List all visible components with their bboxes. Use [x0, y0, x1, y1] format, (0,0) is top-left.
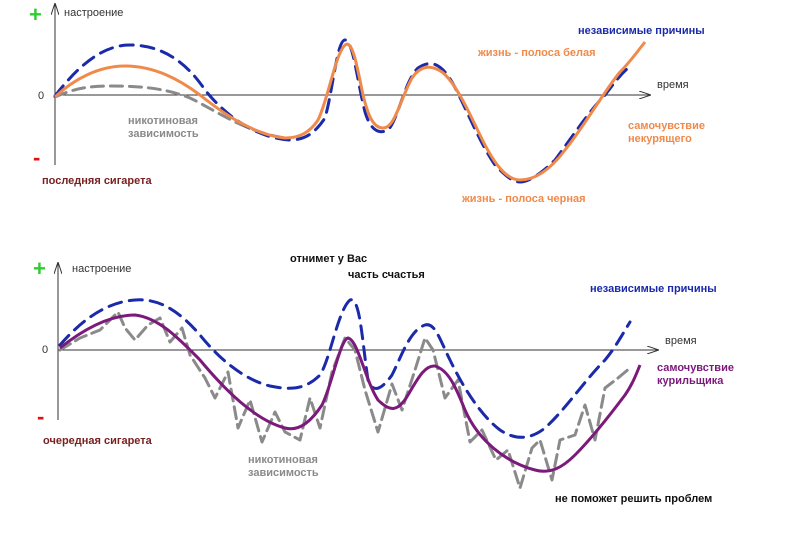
bottom-feeling-label-line1: самочувствие	[657, 362, 734, 374]
bottom-panel: + - настроение 0 время очередная сигарет…	[33, 253, 734, 505]
bottom-start-label: очередная сигарета	[43, 435, 153, 447]
top-panel: + - настроение 0 время последняя сигарет…	[29, 2, 705, 205]
top-nicotine-label-line1: никотиновая	[128, 115, 198, 127]
bottom-plus-sign: +	[33, 256, 46, 281]
bottom-y-axis-label: настроение	[72, 263, 131, 275]
top-life-white-label: жизнь - полоса белая	[477, 47, 596, 59]
top-x-axis-label: время	[657, 79, 689, 91]
bottom-independent-causes-label: независимые причины	[590, 283, 717, 295]
top-start-label: последняя сигарета	[42, 175, 152, 187]
bottom-nicotine-label-line1: никотиновая	[248, 454, 318, 466]
top-independent-causes-label: независимые причины	[578, 25, 705, 37]
bottom-takes-away-label-line2: часть счастья	[348, 269, 425, 281]
top-plus-sign: +	[29, 2, 42, 27]
top-nicotine-curve	[53, 84, 287, 140]
bottom-nicotine-label-line2: зависимость	[248, 467, 319, 479]
top-nicotine-label-line2: зависимость	[128, 128, 199, 140]
bottom-independent-causes-curve	[58, 298, 632, 439]
bottom-nicotine-curve	[58, 310, 632, 490]
bottom-takes-away-label-line1: отнимет у Вас	[290, 253, 367, 265]
top-minus-sign: -	[33, 145, 40, 170]
top-y-axis-label: настроение	[64, 7, 123, 19]
bottom-feeling-label-line2: курильщика	[657, 375, 724, 387]
bottom-minus-sign: -	[37, 404, 44, 429]
top-life-black-label: жизнь - полоса черная	[461, 193, 586, 205]
top-nonsmoker-curve	[53, 41, 647, 182]
bottom-wont-help-label: не поможет решить проблем	[555, 493, 712, 505]
top-feeling-label-line2: некурящего	[628, 133, 692, 145]
top-zero-label: 0	[38, 90, 44, 102]
bottom-x-axis-label: время	[665, 335, 697, 347]
top-independent-causes-curve	[53, 38, 630, 184]
bottom-smoker-curve	[59, 313, 642, 473]
bottom-zero-label: 0	[42, 344, 48, 356]
top-feeling-label-line1: самочувствие	[628, 120, 705, 132]
